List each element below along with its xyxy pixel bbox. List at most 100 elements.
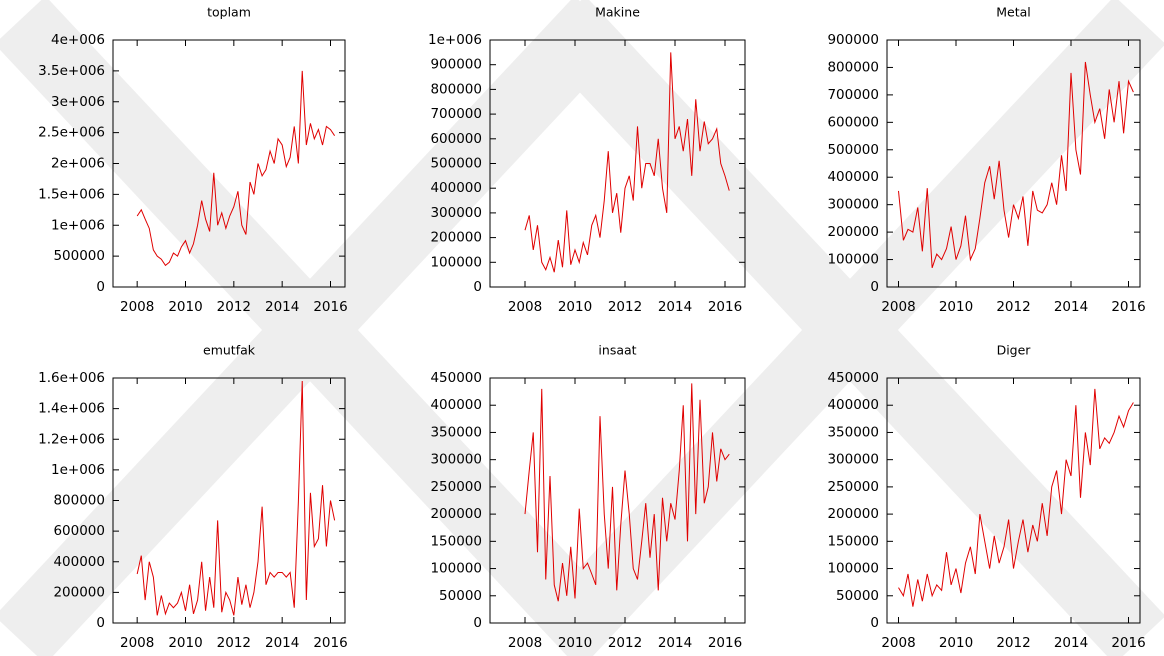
x-tick-label: 2008 (120, 299, 154, 315)
x-tick-label: 2012 (217, 635, 251, 651)
chart-title: insaat (598, 343, 636, 358)
x-tick-label: 2010 (558, 635, 592, 651)
x-tick-label: 2016 (708, 635, 742, 651)
y-tick-label: 50000 (836, 588, 879, 604)
y-tick-label: 0 (870, 615, 879, 631)
y-tick-label: 4e+006 (51, 32, 105, 48)
y-tick-label: 0 (96, 279, 105, 295)
y-tick-label: 1e+006 (428, 32, 482, 48)
subplot: Metal 0 100000 200000 300000 400000 500000 6000… (827, 5, 1145, 316)
y-tick-label: 2.5e+006 (38, 125, 105, 141)
y-tick-label: 1.6e+006 (38, 370, 105, 386)
plot-border (886, 39, 1141, 288)
watermark-band (534, 0, 1164, 656)
data-line (898, 388, 1134, 607)
y-tick-label: 800000 (827, 59, 879, 75)
data-line (524, 52, 730, 273)
y-tick-label: 100000 (430, 561, 482, 577)
plot-border (489, 39, 746, 288)
y-tick-label: 400000 (827, 169, 879, 185)
y-tick-label: 200000 (53, 584, 105, 600)
y-tick-label: 100000 (430, 254, 482, 270)
y-tick-label: 1e+006 (51, 462, 105, 478)
y-tick-label: 500000 (430, 156, 482, 172)
y-tick-label: 250000 (430, 479, 482, 495)
chart-title: toplam (207, 5, 251, 20)
subplot: Makine 0 100000 200000 300000 400000 500000 600… (428, 5, 746, 315)
x-tick-label: 2012 (996, 635, 1030, 651)
y-tick-label: 150000 (827, 533, 879, 549)
chart-title: Metal (996, 5, 1031, 20)
y-tick-label: 0 (473, 615, 482, 631)
y-tick-label: 400000 (430, 180, 482, 196)
subplot: insaat 0 50000 100000 150000 200000 250000 3000… (430, 343, 746, 651)
x-tick-label: 2014 (658, 635, 692, 651)
y-tick-label: 1e+006 (51, 217, 105, 233)
x-tick-label: 2008 (508, 299, 542, 315)
chart-title: Makine (595, 5, 640, 20)
y-tick-label: 100000 (827, 561, 879, 577)
y-tick-label: 3e+006 (51, 94, 105, 110)
x-tick-label: 2010 (168, 635, 202, 651)
y-tick-label: 100000 (827, 252, 879, 268)
x-tick-label: 2016 (1111, 635, 1145, 651)
x-tick-label: 2016 (708, 299, 742, 315)
y-tick-label: 300000 (430, 205, 482, 221)
x-tick-label: 2008 (881, 299, 915, 315)
y-tick-label: 150000 (430, 533, 482, 549)
x-tick-label: 2008 (120, 635, 154, 651)
plot-border (489, 377, 746, 624)
x-tick-label: 2016 (313, 299, 347, 315)
watermark-band (0, 0, 626, 656)
y-tick-label: 300000 (827, 452, 879, 468)
y-tick-label: 900000 (827, 32, 879, 48)
y-tick-label: 500000 (827, 142, 879, 158)
y-tick-label: 0 (870, 279, 879, 295)
y-tick-label: 200000 (430, 506, 482, 522)
y-tick-label: 200000 (827, 506, 879, 522)
x-tick-label: 2016 (1111, 299, 1145, 315)
chart-title: Diger (997, 343, 1032, 358)
y-tick-label: 0 (96, 615, 105, 631)
x-tick-label: 2014 (1054, 635, 1088, 651)
subplot: toplam 0 500000 1e+006 1.5e+006 2e+006 2.5e+00… (38, 5, 348, 316)
y-tick-label: 2e+006 (51, 156, 105, 172)
x-tick-label: 2010 (558, 299, 592, 315)
y-tick-label: 200000 (827, 224, 879, 240)
subplot: emutfak 0 200000 400000 600000 800000 1e+006 1.… (38, 343, 348, 652)
x-tick-label: 2012 (608, 635, 642, 651)
x-tick-label: 2010 (939, 635, 973, 651)
data-line (136, 70, 336, 267)
x-tick-label: 2010 (939, 299, 973, 315)
y-tick-label: 200000 (430, 230, 482, 246)
x-tick-label: 2016 (313, 635, 347, 651)
y-tick-label: 600000 (53, 523, 105, 539)
y-tick-label: 350000 (430, 424, 482, 440)
x-tick-label: 2014 (265, 635, 299, 651)
y-tick-label: 50000 (439, 588, 482, 604)
y-tick-label: 400000 (53, 554, 105, 570)
y-tick-label: 0 (473, 279, 482, 295)
x-tick-label: 2012 (217, 299, 251, 315)
y-tick-label: 400000 (430, 397, 482, 413)
y-tick-label: 700000 (827, 87, 879, 103)
y-tick-label: 450000 (827, 370, 879, 386)
x-tick-label: 2014 (658, 299, 692, 315)
x-tick-label: 2012 (996, 299, 1030, 315)
x-tick-label: 2012 (608, 299, 642, 315)
y-tick-label: 300000 (827, 197, 879, 213)
y-tick-label: 800000 (53, 493, 105, 509)
y-tick-label: 350000 (827, 424, 879, 440)
y-tick-label: 300000 (430, 452, 482, 468)
x-tick-label: 2008 (881, 635, 915, 651)
data-line (524, 383, 730, 602)
plot-border (112, 377, 346, 624)
y-tick-label: 600000 (827, 114, 879, 130)
x-tick-label: 2008 (508, 635, 542, 651)
y-tick-label: 500000 (53, 248, 105, 264)
y-tick-label: 400000 (827, 397, 879, 413)
y-tick-label: 700000 (430, 106, 482, 122)
subplot: Diger 0 50000 100000 150000 200000 250000 30000… (827, 343, 1145, 652)
